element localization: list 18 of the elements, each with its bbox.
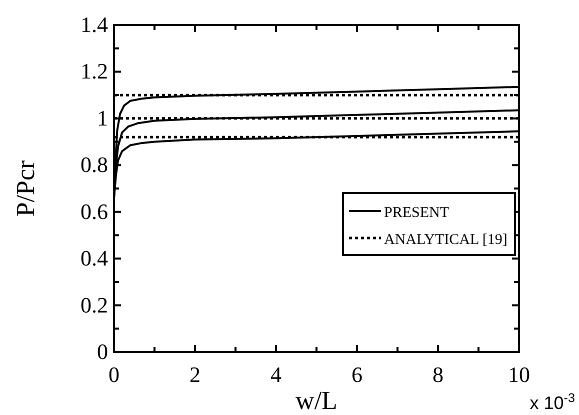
y-axis-title: P/Pcr <box>11 160 40 217</box>
x-tick-label: 8 <box>432 362 444 387</box>
y-tick-label: 0 <box>97 339 108 364</box>
legend-label: PRESENT <box>384 205 450 221</box>
y-tick-label: 1 <box>97 105 108 130</box>
x-tick-label: 6 <box>352 362 362 387</box>
y-tick-label: 1.4 <box>80 12 108 37</box>
y-tick-label: 0.8 <box>80 152 108 178</box>
x-axis-title: w/L <box>296 386 338 415</box>
x-tick-label: 10 <box>508 362 530 387</box>
y-tick-label: 0.4 <box>80 246 108 271</box>
x-tick-label: 2 <box>190 362 200 387</box>
y-tick-label: 0.6 <box>80 198 108 224</box>
y-tick-label: 0.2 <box>80 292 108 318</box>
text: x 10$^{-3}$ <box>530 391 575 413</box>
x-tick-label: 4 <box>270 362 282 387</box>
legend-label: ANALYTICAL [19] <box>384 232 508 248</box>
y-tick-label: 1.2 <box>80 58 108 84</box>
